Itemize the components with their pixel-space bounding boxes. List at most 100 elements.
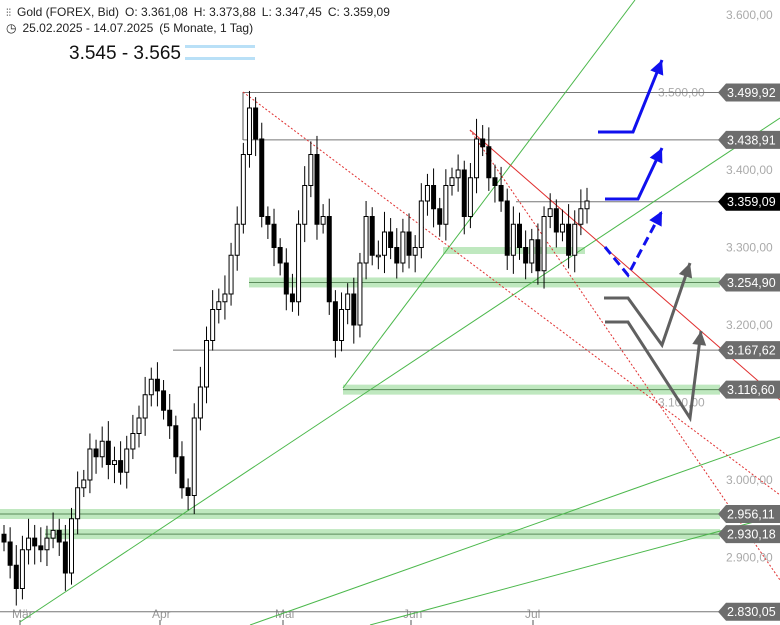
candlestick-icon: ⫶⫶	[6, 8, 11, 19]
candle-body	[363, 216, 369, 264]
candle	[1, 524, 7, 552]
current-price-label: 3.359,09	[727, 195, 776, 209]
candle-body	[523, 247, 529, 264]
instrument-name: Gold (FOREX, Bid)	[17, 5, 120, 19]
blue-dashed-arrow-head	[649, 211, 662, 227]
candle-body	[93, 448, 99, 458]
candle-body	[529, 239, 535, 264]
blue-arrow	[605, 147, 664, 201]
candle-body	[320, 216, 326, 225]
candle	[523, 230, 529, 280]
candle	[161, 380, 167, 420]
dotted-resistance-line	[469, 129, 780, 581]
candle	[406, 213, 412, 269]
candle	[38, 527, 44, 563]
candle	[461, 160, 467, 235]
candle-body	[369, 216, 375, 256]
candle-body	[105, 440, 111, 465]
candle	[118, 441, 124, 485]
candle-body	[179, 456, 185, 489]
candle-body	[394, 247, 400, 264]
candle-body	[87, 448, 93, 481]
candle	[197, 366, 203, 431]
candle	[553, 199, 559, 248]
y-tick-label: 3.600,00	[726, 8, 773, 22]
candle	[216, 288, 222, 324]
candle	[431, 168, 437, 228]
candle	[240, 142, 246, 234]
candle	[363, 201, 369, 280]
candle	[283, 248, 289, 311]
candle	[44, 525, 50, 567]
blue-dashed-arrow	[603, 210, 664, 278]
candle-body	[253, 107, 259, 140]
candle-body	[234, 223, 240, 256]
target-zone-marker	[185, 57, 255, 60]
candle-body	[467, 177, 473, 217]
candle	[418, 183, 424, 259]
candle-body	[136, 417, 142, 434]
candle	[26, 518, 32, 565]
level-price-label: 3.167,62	[727, 344, 776, 358]
candle-body	[289, 293, 295, 303]
candle-body	[228, 254, 234, 295]
candle	[271, 208, 277, 267]
candle	[474, 118, 480, 194]
candle	[234, 206, 240, 271]
candle	[13, 545, 19, 606]
candle	[375, 240, 381, 270]
candle	[154, 362, 160, 407]
candle-body	[111, 460, 117, 465]
candle	[369, 207, 375, 266]
candle	[400, 218, 406, 273]
candle-body	[559, 223, 565, 233]
candle	[443, 169, 449, 241]
candle	[222, 275, 228, 320]
y-tick-label: 3.200,00	[726, 318, 773, 332]
blue-arrow	[598, 59, 664, 134]
clock-icon: ◷	[6, 21, 17, 35]
candle-body	[308, 154, 314, 186]
candle	[265, 206, 271, 239]
candle-body	[504, 200, 510, 256]
candle	[308, 141, 314, 198]
candle-body	[99, 440, 105, 458]
candle-body	[296, 223, 302, 303]
candle	[345, 283, 351, 325]
candle-body	[130, 433, 136, 450]
candle-body	[400, 231, 406, 264]
candle-body	[418, 200, 424, 248]
candle	[388, 218, 394, 260]
level-price-label: 2.956,11	[727, 508, 775, 522]
candle-body	[167, 409, 173, 427]
level-price-label-bg	[718, 602, 780, 621]
candle-body	[191, 417, 197, 496]
trend-line	[369, 514, 780, 625]
candle	[486, 127, 492, 191]
candle-body	[148, 378, 154, 396]
candle	[516, 212, 522, 260]
candle-body	[516, 223, 522, 248]
candle-body	[185, 487, 191, 496]
candle-body	[443, 185, 449, 225]
candle-body	[332, 301, 338, 341]
y-tick-label: 3.300,00	[726, 241, 773, 255]
candle-body	[246, 107, 252, 155]
level-price-label-bg	[718, 273, 780, 292]
candle	[455, 154, 461, 192]
close-value: C: 3.359,09	[327, 5, 390, 19]
candle-body	[461, 169, 467, 217]
candle-body	[216, 301, 222, 310]
candle-body	[449, 177, 455, 186]
candle	[467, 163, 473, 229]
candle-body	[1, 533, 7, 543]
trend-line	[19, 117, 780, 623]
candle	[339, 292, 345, 352]
level-price-label-bg	[718, 83, 780, 102]
candle-body	[75, 487, 81, 520]
candle-body	[19, 549, 25, 589]
candle-body	[62, 541, 68, 574]
level-price-label: 3.499,92	[727, 86, 776, 100]
candle-body	[431, 185, 437, 210]
